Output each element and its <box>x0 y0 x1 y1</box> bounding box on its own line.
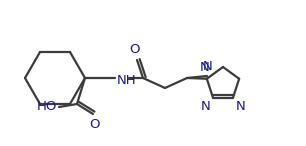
Text: N: N <box>203 60 213 73</box>
Text: NH: NH <box>117 74 136 87</box>
Text: N: N <box>236 100 246 113</box>
Text: HO: HO <box>37 100 57 113</box>
Text: O: O <box>130 43 140 56</box>
Text: N: N <box>200 100 210 113</box>
Text: O: O <box>89 118 99 131</box>
Text: N: N <box>200 61 210 74</box>
